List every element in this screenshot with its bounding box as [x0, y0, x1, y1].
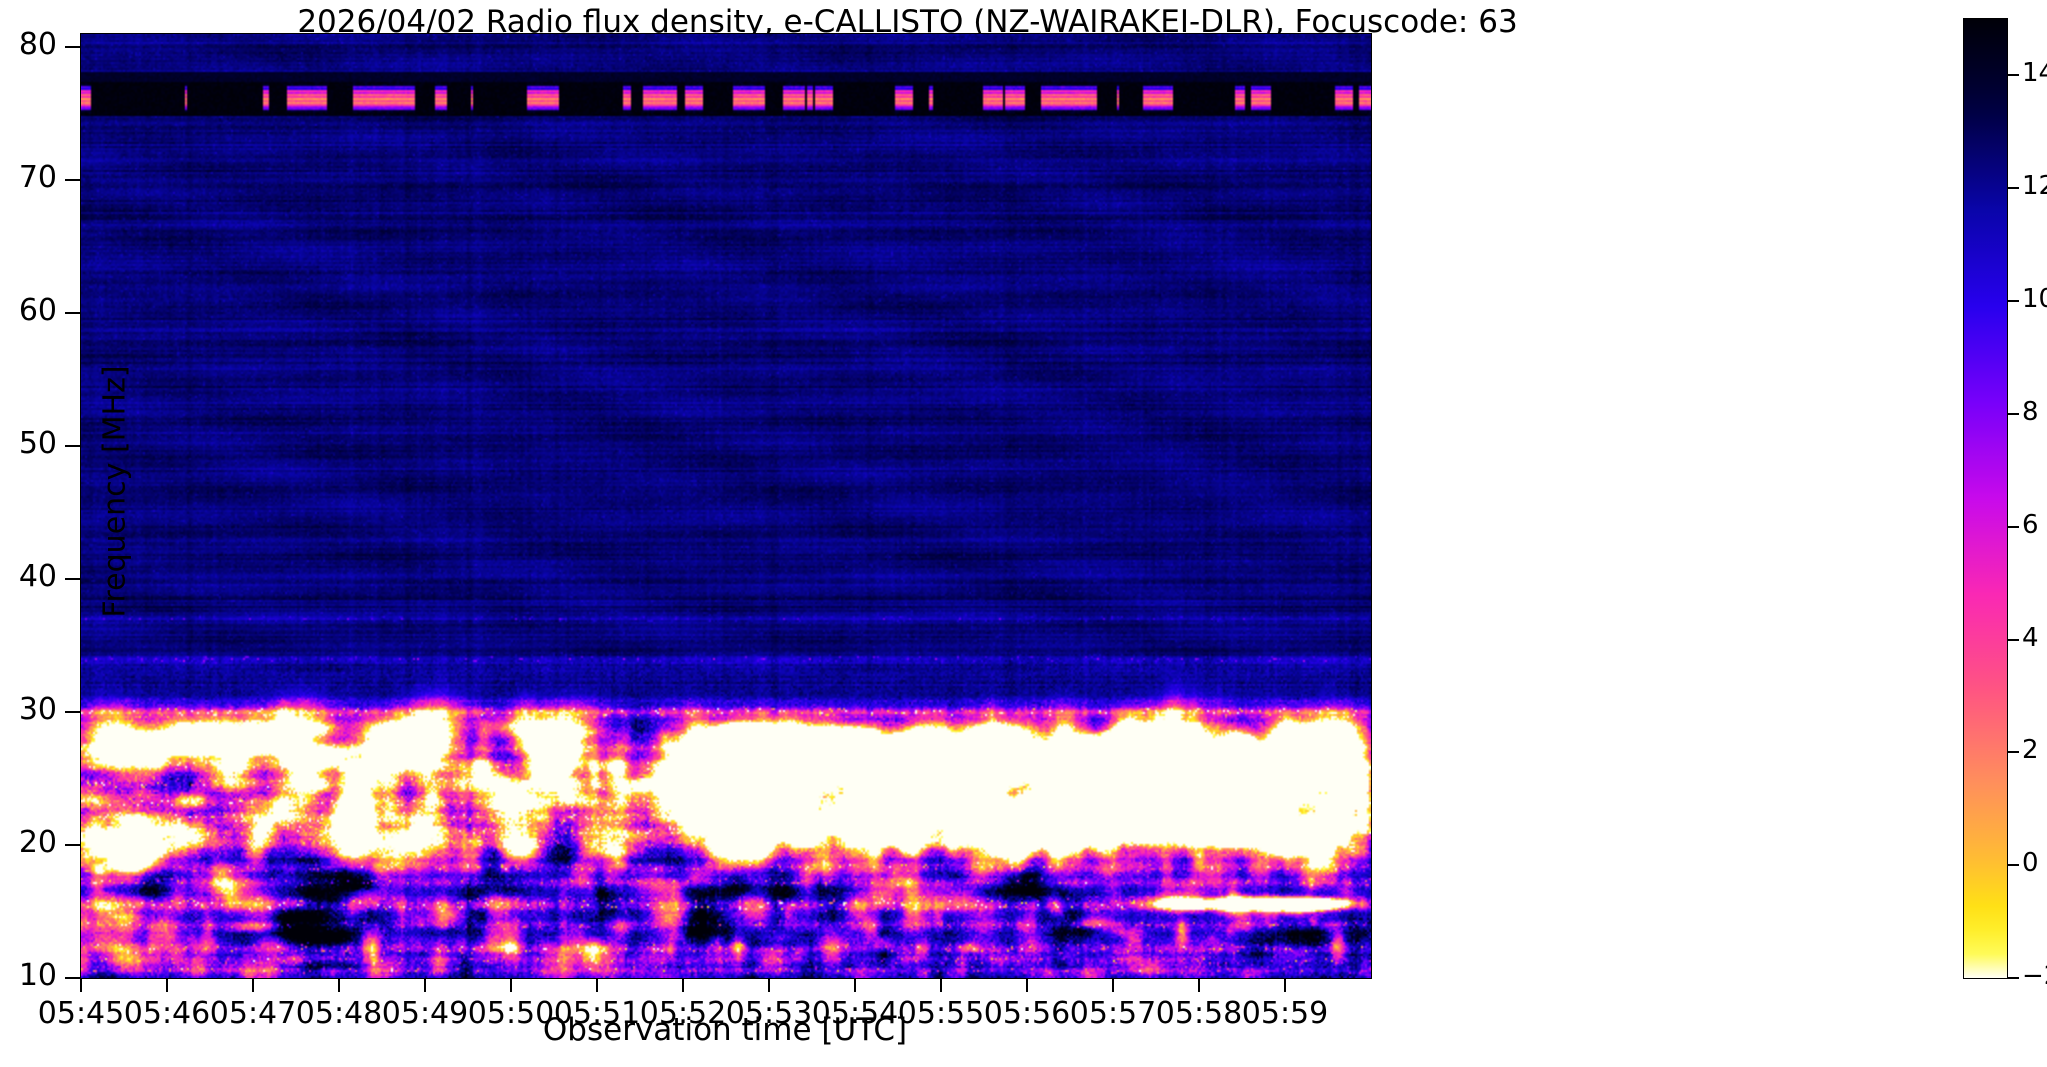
x-axis-label: Observation time [UTC]	[542, 1012, 908, 1048]
x-tick-label: 05:51	[553, 996, 641, 1031]
y-tick-mark	[65, 977, 81, 979]
y-tick-label: 60	[18, 293, 57, 329]
y-tick-label: 40	[18, 559, 57, 595]
y-tick-label: 80	[18, 27, 57, 63]
colorbar-tick-mark	[2008, 751, 2019, 754]
y-tick-mark	[65, 445, 81, 448]
x-tick-label: 05:48	[295, 996, 383, 1031]
y-axis-label: Frequency [MHz]	[97, 365, 133, 618]
x-tick-mark	[1284, 978, 1286, 992]
y-tick-label: 30	[18, 692, 57, 728]
y-tick-mark	[65, 312, 81, 315]
y-tick-label: 70	[18, 160, 57, 196]
y-tick-mark	[65, 844, 81, 847]
spectrogram-image	[81, 34, 1371, 978]
colorbar: 14 12 10 8 6 4 2 0 −2	[1963, 18, 2047, 991]
x-tick-mark	[424, 978, 426, 992]
colorbar-gradient	[1964, 19, 2007, 978]
x-tick-mark	[1112, 978, 1114, 992]
y-tick-mark	[65, 46, 81, 49]
colorbar-tick-label: 2	[2022, 735, 2039, 766]
x-tick-label: 05:50	[467, 996, 555, 1031]
y-tick-mark	[65, 179, 81, 182]
y-tick-label: 20	[18, 825, 57, 861]
x-tick-mark	[80, 978, 82, 992]
x-tick-mark	[596, 978, 598, 992]
x-tick-mark	[768, 978, 770, 992]
x-tick-label: 05:59	[1241, 996, 1329, 1031]
x-tick-label: 05:52	[639, 996, 727, 1031]
x-tick-label: 05:57	[1069, 996, 1157, 1031]
colorbar-tick-label: 14	[2022, 58, 2047, 89]
x-tick-mark	[1198, 978, 1200, 992]
colorbar-tick-label: −2	[2022, 961, 2047, 991]
x-tick-label: 05:58	[1155, 996, 1243, 1031]
x-tick-mark	[854, 978, 856, 992]
colorbar-tick-label: 6	[2022, 509, 2039, 540]
x-tick-mark	[682, 978, 684, 992]
x-tick-label: 05:54	[811, 996, 899, 1031]
colorbar-tick-mark	[2008, 638, 2019, 641]
colorbar-tick-label: 0	[2022, 848, 2039, 879]
spectrogram-plot-area: Frequency [MHz] 80 70 60 50 40 30 20 10 05:45 05…	[19, 27, 1372, 1031]
x-tick-label: 05:46	[123, 996, 211, 1031]
x-tick-label: 05:56	[983, 996, 1071, 1031]
x-tick-mark	[510, 978, 512, 992]
colorbar-tick-mark	[2008, 864, 2019, 867]
colorbar-tick-mark	[2008, 525, 2019, 528]
y-tick-mark	[65, 711, 81, 714]
x-tick-mark	[1026, 978, 1028, 992]
colorbar-tick-label: 4	[2022, 622, 2039, 653]
colorbar-tick-mark	[2008, 300, 2019, 303]
colorbar-tick-mark	[2008, 977, 2019, 979]
colorbar-tick-mark	[2008, 187, 2019, 190]
y-tick-label: 50	[18, 426, 57, 462]
colorbar-tick-label: 12	[2022, 171, 2047, 202]
colorbar-tick-mark	[2008, 412, 2019, 415]
x-tick-mark	[166, 978, 168, 992]
y-tick-label: 10	[18, 958, 57, 993]
x-tick-label: 05:53	[725, 996, 813, 1031]
x-tick-label: 05:47	[209, 996, 297, 1031]
colorbar-tick-mark	[2008, 74, 2019, 77]
y-tick-mark	[65, 578, 81, 581]
x-tick-mark	[252, 978, 254, 992]
colorbar-tick-label: 8	[2022, 396, 2039, 427]
x-tick-mark	[338, 978, 340, 992]
x-tick-label: 05:55	[897, 996, 985, 1031]
x-tick-label: 05:45	[37, 996, 125, 1031]
colorbar-tick-label: 10	[2022, 284, 2047, 315]
x-tick-mark	[940, 978, 942, 992]
x-tick-label: 05:49	[381, 996, 469, 1031]
